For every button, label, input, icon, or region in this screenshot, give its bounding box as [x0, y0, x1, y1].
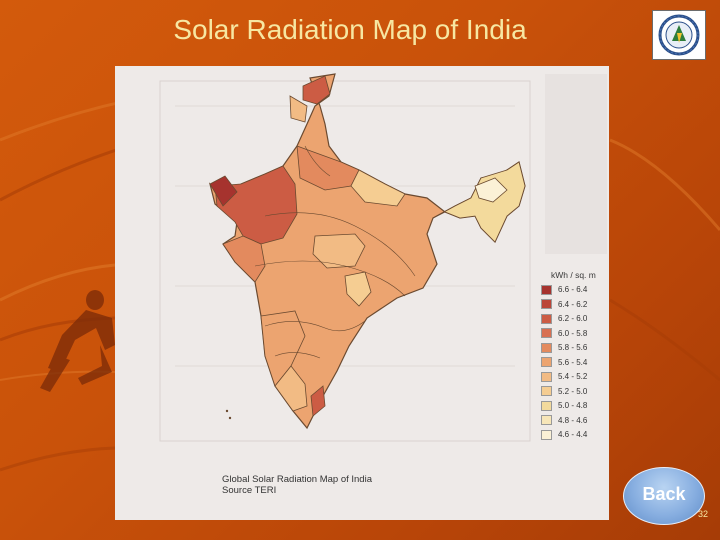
legend-row: 5.4 - 5.2: [541, 371, 587, 382]
legend-label: 4.6 - 4.4: [558, 430, 588, 439]
legend-label: 6.4 - 6.2: [558, 299, 588, 309]
legend-swatch: [541, 313, 552, 324]
legend-swatch: [541, 429, 552, 440]
organization-emblem-icon: [652, 10, 706, 60]
legend-swatch: [541, 328, 552, 338]
india-map-graphic: [115, 66, 609, 520]
legend-label: 5.0 - 4.8: [558, 401, 588, 410]
legend-row: 5.6 - 5.4: [541, 357, 587, 368]
legend-swatch: [541, 400, 552, 411]
back-button[interactable]: Back: [623, 467, 705, 525]
legend-label: 5.4 - 5.2: [558, 372, 588, 381]
legend-row: 6.2 - 6.0: [541, 313, 587, 324]
legend-swatch: [541, 342, 552, 353]
legend-swatch: [541, 371, 552, 382]
legend-row: 4.8 - 4.6: [541, 415, 587, 426]
legend-label: 6.6 - 6.4: [558, 285, 588, 294]
legend-label: 6.2 - 6.0: [558, 314, 588, 323]
legend-row: 6.6 - 6.4: [541, 284, 587, 295]
legend-swatch: [541, 357, 552, 367]
legend-swatch: [541, 284, 552, 295]
legend-label: 5.6 - 5.4: [558, 357, 588, 367]
legend-row: 6.0 - 5.8: [541, 328, 587, 339]
slide-title: Solar Radiation Map of India: [173, 14, 527, 45]
solar-radiation-map: kWh / sq. m 6.6 - 6.4 6.4 - 6.2 6.2 - 6.0 6…: [115, 66, 609, 520]
page-number: 32: [698, 509, 709, 519]
legend-row: 5.0 - 4.8: [541, 400, 587, 411]
legend-label: 6.0 - 5.8: [558, 328, 588, 338]
legend-row: 5.8 - 5.6: [541, 342, 587, 353]
legend-row: 4.6 - 4.4: [541, 429, 587, 440]
legend-label: 5.8 - 5.6: [558, 343, 588, 352]
legend-row: 5.2 - 5.0: [541, 386, 587, 397]
map-caption-source: Source TERI: [222, 485, 277, 496]
map-caption: Global Solar Radiation Map of India Sour…: [222, 474, 372, 496]
legend-label: 5.2 - 5.0: [558, 386, 588, 396]
runner-silhouette-icon: [40, 290, 115, 392]
legend-swatch: [541, 299, 552, 309]
legend-title: kWh / sq. m: [551, 270, 596, 280]
legend-row: 6.4 - 6.2: [541, 299, 587, 310]
legend-swatch: [541, 415, 552, 425]
map-caption-title: Global Solar Radiation Map of India: [222, 474, 372, 485]
legend-swatch: [541, 386, 552, 396]
legend-label: 4.8 - 4.6: [558, 415, 588, 425]
